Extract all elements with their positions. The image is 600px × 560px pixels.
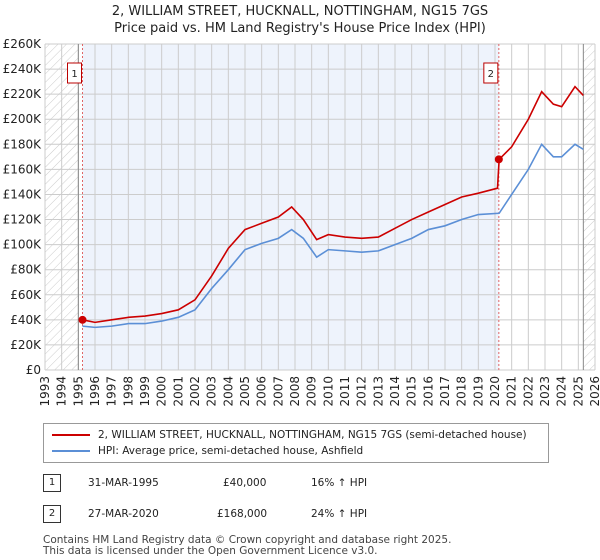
- y-tick-label: £0: [26, 363, 41, 377]
- title-line2: Price paid vs. HM Land Registry's House …: [114, 21, 486, 36]
- x-tick-label: 2019: [471, 376, 485, 407]
- x-tick-label: 2013: [371, 376, 385, 407]
- transaction-number: 2: [43, 505, 61, 523]
- marker-label: 2: [488, 69, 494, 80]
- x-tick-label: 2007: [271, 376, 285, 407]
- legend-label: HPI: Average price, semi-detached house,…: [98, 445, 364, 457]
- y-tick-label: £120K: [3, 213, 43, 227]
- y-tick-label: £40K: [10, 313, 42, 327]
- transaction-date: 31-MAR-1995: [88, 477, 159, 489]
- y-tick-label: £140K: [3, 187, 43, 201]
- x-tick-label: 2010: [321, 376, 335, 407]
- y-tick-label: £180K: [3, 137, 43, 151]
- x-tick-label: 1995: [71, 376, 85, 407]
- y-tick-label: £60K: [10, 288, 42, 302]
- x-tick-label: 2022: [521, 376, 535, 407]
- x-tick-label: 2021: [505, 376, 519, 407]
- x-tick-label: 2000: [155, 376, 169, 407]
- x-tick-label: 1999: [138, 376, 152, 407]
- transaction-row: 2 27-MAR-2020 £168,000 24% ↑ HPI: [43, 505, 543, 525]
- x-tick-label: 1993: [38, 376, 52, 407]
- x-tick-label: 2008: [288, 376, 302, 407]
- x-tick-label: 2026: [588, 376, 600, 407]
- footer-line: Contains HM Land Registry data © Crown c…: [43, 534, 452, 546]
- x-tick-label: 2011: [338, 376, 352, 407]
- x-tick-label: 2024: [555, 376, 569, 407]
- legend-blue-line: [52, 450, 90, 452]
- y-tick-label: £200K: [3, 112, 43, 126]
- series-line: [82, 142, 584, 329]
- x-tick-label: 2003: [205, 376, 219, 407]
- y-tick-label: £80K: [10, 263, 42, 277]
- chart-title: 2, WILLIAM STREET, HUCKNALL, NOTTINGHAM,…: [0, 3, 600, 37]
- x-tick-label: 2015: [405, 376, 419, 407]
- series-line: [82, 85, 584, 324]
- chart-legend: 2, WILLIAM STREET, HUCKNALL, NOTTINGHAM,…: [43, 423, 549, 463]
- transaction-date: 27-MAR-2020: [88, 508, 159, 520]
- x-tick-label: 2020: [488, 376, 502, 407]
- legend-label: 2, WILLIAM STREET, HUCKNALL, NOTTINGHAM,…: [98, 429, 527, 441]
- y-tick-label: £100K: [3, 238, 43, 252]
- sale-point[interactable]: [494, 155, 503, 164]
- x-tick-label: 2004: [221, 376, 235, 407]
- footer-line: This data is licensed under the Open Gov…: [43, 545, 378, 557]
- x-tick-label: 2012: [355, 376, 369, 407]
- marker-label: 1: [71, 69, 77, 80]
- x-tick-label: 1994: [55, 376, 69, 407]
- x-tick-label: 2018: [455, 376, 469, 407]
- legend-item-property: 2, WILLIAM STREET, HUCKNALL, NOTTINGHAM,…: [52, 429, 527, 441]
- transaction-price: £40,000: [223, 477, 267, 489]
- x-tick-label: 1997: [105, 376, 119, 407]
- marker-label-box: [67, 62, 82, 84]
- x-tick-label: 2005: [238, 376, 252, 407]
- transaction-hpi: 24% ↑ HPI: [311, 508, 368, 520]
- footer: Contains HM Land Registry data © Crown c…: [43, 535, 451, 557]
- hatch-after-data: [583, 44, 595, 370]
- marker-label-box: [483, 62, 499, 84]
- y-tick-label: £160K: [3, 162, 43, 176]
- price-chart: 1 2 £0 £20K £40K £60K £80K £100K £120K £140K £160K…: [3, 37, 600, 407]
- x-tick-label: 2006: [255, 376, 269, 407]
- legend-item-hpi: HPI: Average price, semi-detached house,…: [52, 445, 363, 457]
- sale-point[interactable]: [78, 315, 87, 324]
- x-tick-label: 2001: [171, 376, 185, 407]
- x-tick-label: 2016: [421, 376, 435, 407]
- legend-red-line: [52, 434, 90, 436]
- x-tick-label: 2025: [571, 376, 585, 407]
- transaction-price: £168,000: [217, 508, 268, 520]
- transaction-number: 1: [43, 474, 61, 492]
- x-tick-label: 2014: [388, 376, 402, 407]
- x-tick-label: 1996: [88, 376, 102, 407]
- x-tick-label: 2023: [538, 376, 552, 407]
- title-line1: 2, WILLIAM STREET, HUCKNALL, NOTTINGHAM,…: [111, 4, 489, 19]
- transaction-row: 1 31-MAR-1995 £40,000 16% ↑ HPI: [43, 474, 543, 494]
- transaction-hpi: 16% ↑ HPI: [311, 477, 368, 489]
- x-tick-label: 1998: [121, 376, 135, 407]
- x-tick-label: 2017: [438, 376, 452, 407]
- y-tick-label: £240K: [3, 62, 43, 76]
- x-tick-label: 2009: [305, 376, 319, 407]
- y-tick-label: £260K: [3, 37, 43, 51]
- y-tick-label: £220K: [3, 87, 43, 101]
- x-tick-label: 2002: [188, 376, 202, 407]
- y-tick-label: £20K: [10, 338, 42, 352]
